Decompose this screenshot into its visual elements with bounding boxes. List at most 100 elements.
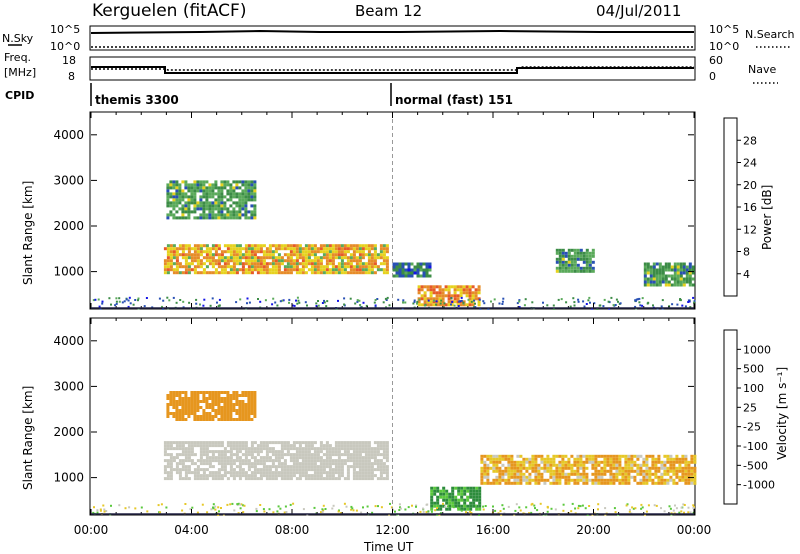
heatmap-cell: [238, 195, 242, 199]
heatmap-cell: [193, 204, 197, 208]
heatmap-cell: [115, 302, 118, 305]
heatmap-cell: [181, 415, 185, 418]
heatmap-cell: [211, 456, 215, 460]
heatmap-cell: [573, 263, 577, 267]
heatmap-cell: [537, 478, 541, 482]
heatmap-cell: [555, 472, 559, 476]
heatmap-cell: [531, 457, 535, 461]
heatmap-cell: [181, 250, 185, 254]
heatmap-cell: [262, 444, 266, 448]
heatmap-cell: [280, 444, 284, 448]
heatmap-cell: [562, 503, 565, 506]
heatmap-cell: [355, 444, 359, 448]
heatmap-cell: [691, 265, 695, 269]
heatmap-cell: [349, 265, 353, 269]
heatmap-cell: [438, 297, 442, 301]
heatmap-cell: [301, 268, 305, 272]
heatmap-cell: [419, 274, 423, 278]
heatmap-cell: [576, 263, 580, 267]
heatmap-cell: [466, 489, 470, 493]
heatmap-cell: [693, 475, 697, 479]
heatmap-cell: [340, 271, 344, 275]
heatmap-cell: [432, 297, 436, 301]
heatmap-cell: [447, 294, 451, 298]
heatmap-cell: [609, 481, 613, 485]
heatmap-cell: [250, 456, 254, 460]
heatmap-cell: [618, 457, 622, 461]
heatmap-cell: [565, 301, 568, 304]
heatmap-cell: [385, 271, 389, 275]
heatmap-cell: [232, 471, 236, 475]
heatmap-cell: [166, 268, 170, 272]
heatmap-cell: [247, 397, 251, 400]
heatmap-cell: [534, 475, 538, 479]
heatmap-cell: [271, 441, 275, 445]
heatmap-cell: [169, 397, 173, 400]
heatmap-cell: [211, 409, 215, 412]
heatmap-cell: [187, 456, 191, 460]
heatmap-cell: [196, 465, 200, 469]
heatmap-cell: [277, 465, 281, 469]
heatmap-cell: [359, 304, 362, 306]
heatmap-cell: [594, 472, 598, 476]
heatmap-cell: [603, 478, 607, 482]
heatmap-cell: [223, 213, 227, 217]
heatmap-cell: [395, 271, 399, 275]
heatmap-cell: [199, 477, 203, 481]
heatmap-cell: [603, 460, 607, 464]
heatmap-cell: [322, 271, 326, 275]
heatmap-cell: [615, 457, 619, 461]
heatmap-cell: [256, 262, 260, 266]
heatmap-cell: [540, 460, 544, 464]
heatmap-cell: [196, 418, 200, 421]
heatmap-cell: [172, 268, 176, 272]
heatmap-cell: [582, 466, 586, 470]
heatmap-cell: [118, 297, 121, 300]
heatmap-cell: [244, 406, 248, 409]
heatmap-cell: [268, 508, 271, 511]
heatmap-cell: [337, 450, 341, 454]
heatmap-cell: [594, 481, 598, 485]
heatmap-cell: [415, 505, 417, 508]
heatmap-cell: [123, 300, 126, 303]
heatmap-cell: [681, 466, 685, 470]
heatmap-cell: [528, 512, 530, 515]
heatmap-cell: [645, 463, 649, 467]
heatmap-cell: [398, 262, 402, 266]
heatmap-cell: [472, 498, 476, 502]
heatmap-cell: [636, 469, 640, 473]
heatmap-cell: [277, 456, 281, 460]
heatmap-cell: [534, 463, 538, 467]
heatmap-cell: [531, 478, 535, 482]
heatmap-cell: [664, 274, 668, 278]
heatmap-cell: [525, 481, 529, 485]
heatmap-cell: [690, 481, 694, 485]
heatmap-cell: [486, 463, 490, 467]
heatmap-cell: [399, 506, 401, 509]
heatmap-cell: [166, 394, 170, 397]
heatmap-cell: [641, 304, 644, 307]
heatmap-cell: [483, 475, 487, 479]
heatmap-cell: [199, 183, 203, 187]
heatmap-cell: [172, 441, 176, 445]
heatmap-cell: [612, 466, 616, 470]
heatmap-cell: [516, 475, 520, 479]
heatmap-cell: [382, 271, 386, 275]
heatmap-cell: [223, 474, 227, 478]
heatmap-cell: [247, 262, 251, 266]
heatmap-cell: [373, 301, 376, 304]
heatmap-cell: [256, 244, 260, 248]
heatmap-cell: [235, 465, 239, 469]
heatmap-cell: [193, 180, 197, 184]
heatmap-cell: [404, 274, 408, 278]
heatmap-cell: [316, 250, 320, 254]
heatmap-cell: [645, 472, 649, 476]
heatmap-cell: [370, 259, 374, 263]
heatmap-cell: [232, 394, 236, 397]
heatmap-cell: [181, 216, 185, 220]
heatmap-cell: [277, 244, 281, 248]
heatmap-cell: [208, 216, 212, 220]
heatmap-cell: [322, 459, 326, 463]
heatmap-cell: [268, 247, 272, 251]
